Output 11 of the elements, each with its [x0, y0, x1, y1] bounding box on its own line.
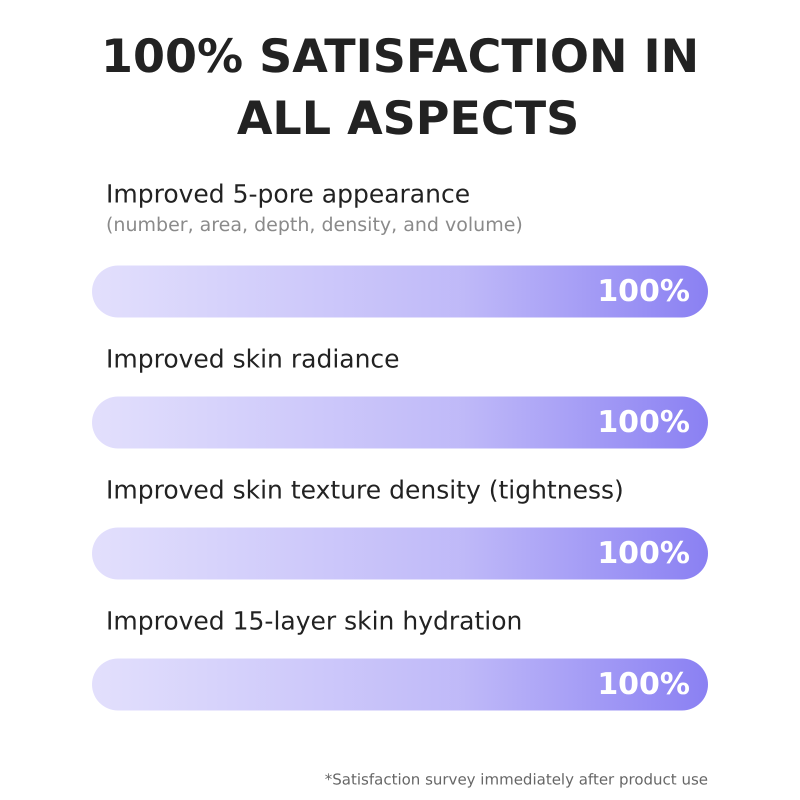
- text: *Satisfaction survey immediately after product use: [324, 770, 708, 788]
- data-label: 100%: [597, 667, 690, 702]
- y-tick-label: Improved 15-layer skin hydration: [106, 606, 522, 636]
- data-label: 100%: [597, 536, 690, 571]
- y-tick-label: Improved 5-pore appearance: [106, 180, 470, 208]
- y-tick-label: Improved skin texture density (tightness): [106, 476, 624, 504]
- annotation: (number, area, depth, density, and volume): [106, 214, 523, 236]
- chart-title: 100% SATISFACTION IN ALL ASPECTS: [100, 29, 700, 145]
- data-label: 100%: [597, 274, 690, 309]
- y-tick-label: Improved skin radiance: [106, 344, 400, 374]
- data-label: 100%: [597, 405, 690, 440]
